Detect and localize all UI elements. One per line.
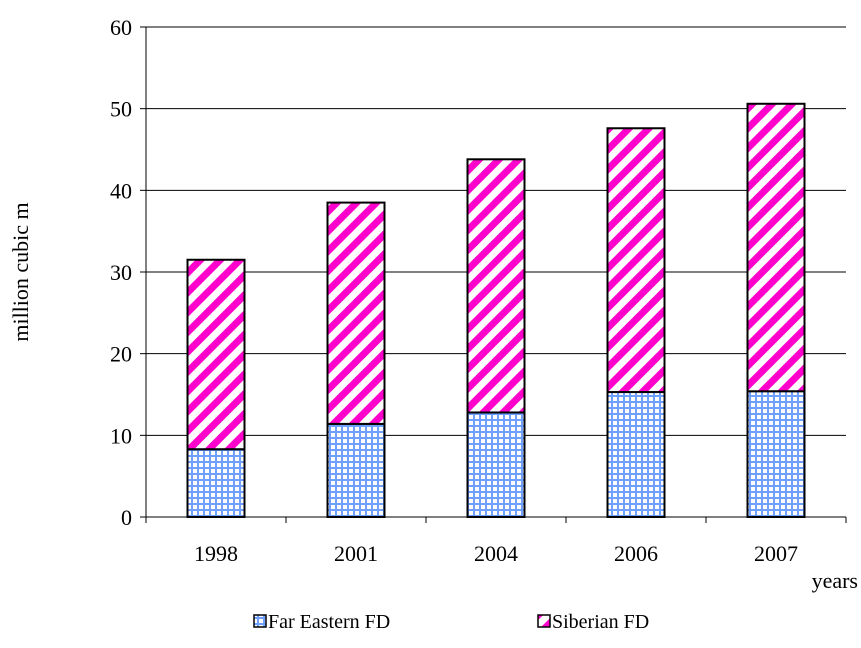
axes [140, 26, 847, 523]
bar-far-eastern-fd-2001 [326, 422, 386, 518]
bar-siberian-fd-1998 [186, 258, 246, 451]
legend-swatch-siberian-fd [537, 614, 551, 628]
bars [186, 102, 806, 519]
bar-far-eastern-fd-2004 [466, 411, 526, 519]
x-tick-labels: 1998 2001 2004 2006 2007 [194, 541, 798, 566]
bar-far-eastern-fd-2007 [746, 390, 806, 519]
x-axis-label: years [812, 568, 858, 593]
x-tick-label-2007: 2007 [754, 541, 798, 566]
bar-siberian-fd-2006 [606, 127, 666, 394]
x-tick-label-2006: 2006 [614, 541, 658, 566]
legend-label-siberian-fd: Siberian FD [552, 611, 649, 633]
x-tick-label-2004: 2004 [474, 541, 518, 566]
bar-far-eastern-fd-2006 [606, 391, 666, 518]
legend: Far Eastern FD Siberian FD [253, 611, 649, 633]
bar-siberian-fd-2004 [466, 158, 526, 414]
y-tick-label-0: 0 [121, 505, 132, 530]
y-tick-label-30: 30 [110, 260, 132, 285]
bar-siberian-fd-2001 [326, 201, 386, 425]
y-axis-label: million cubic m [8, 202, 33, 341]
x-tick-label-1998: 1998 [194, 541, 238, 566]
bar-siberian-fd-2007 [746, 102, 806, 393]
y-tick-label-60: 60 [110, 15, 132, 40]
y-tick-label-10: 10 [110, 423, 132, 448]
x-tick-label-2001: 2001 [334, 541, 378, 566]
y-tick-label-20: 20 [110, 342, 132, 367]
bar-far-eastern-fd-1998 [186, 448, 246, 519]
y-tick-labels: 0 10 20 30 40 50 60 [110, 15, 132, 530]
y-tick-label-40: 40 [110, 178, 132, 203]
legend-swatch-far-eastern-fd [253, 614, 267, 628]
legend-label-far-eastern-fd: Far Eastern FD [268, 611, 390, 633]
y-tick-label-50: 50 [110, 97, 132, 122]
